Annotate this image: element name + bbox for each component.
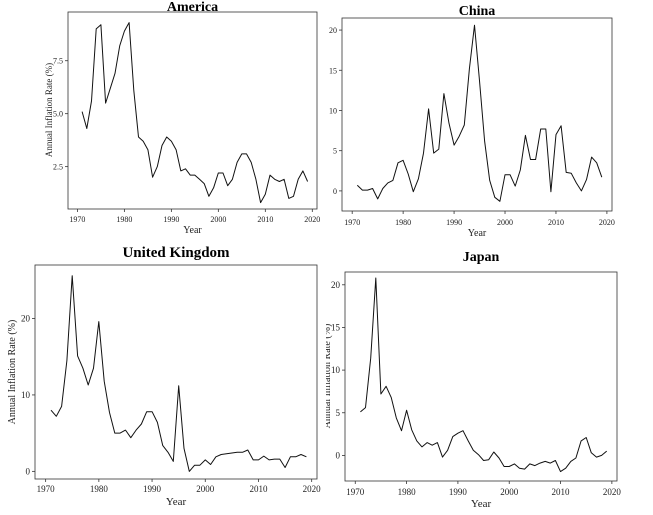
chart-china: 19701980199020002010202005101520YearAnnu…	[329, 17, 615, 239]
chart-title: America	[166, 0, 219, 15]
x-tick-label: 2020	[599, 218, 615, 227]
y-tick-label: 5	[336, 408, 341, 418]
y-tick-label: 20	[329, 26, 337, 35]
y-tick-label: 15	[331, 322, 341, 332]
x-tick-label: 2000	[497, 218, 513, 227]
x-tick-label: 2000	[210, 215, 226, 224]
chart-japan: 1970 1980 1990 2000 2010 2020 0 5 10 15 20 Year Annu…	[326, 271, 622, 510]
x-tick-label: 1990	[163, 215, 179, 224]
chart-panel-united-kingdom: United Kingdom 1970 1980 1990 2000 2010 2020 0…	[0, 245, 326, 515]
x-tick-label: 2000	[196, 484, 215, 494]
y-tick-label: 0	[26, 466, 31, 476]
x-tick-label: 2020	[304, 215, 320, 224]
y-axis-label: Annual Inflation Rate (%)	[326, 324, 333, 429]
y-tick-label: 20	[331, 280, 341, 290]
x-axis-label: Year	[471, 498, 492, 510]
y-tick-label: 0	[333, 187, 337, 196]
x-tick-label: 2000	[500, 487, 519, 497]
x-tick-label: 1990	[446, 218, 462, 227]
y-tick-label: 10	[331, 365, 341, 375]
plot-border	[67, 11, 318, 210]
x-tick-label: 1990	[449, 487, 468, 497]
y-tick-label: 20	[21, 314, 31, 324]
chart-panel-japan: Japan 1970 1980 1990 2000 2010 2020 0 5 10 15 20 Ye…	[326, 250, 653, 515]
chart-title: United Kingdom	[122, 245, 230, 261]
plot-border	[34, 264, 318, 480]
x-tick-label: 1970	[344, 218, 360, 227]
x-tick-label: 1990	[143, 484, 162, 494]
y-axis-label: Annual Inflation Rate (%)	[7, 320, 18, 425]
x-tick-label: 2020	[303, 484, 322, 494]
plot-border	[344, 271, 618, 482]
series-line	[360, 277, 608, 473]
x-tick-label: 2010	[552, 487, 571, 497]
chart-title: China	[458, 4, 496, 19]
chart-america: 1970 1980 1990 2000 2010 2020 2.5 5.0 7.5 Year Ann…	[44, 11, 320, 236]
x-tick-label: 2020	[603, 487, 622, 497]
y-tick-label: 0	[336, 450, 341, 460]
x-tick-label: 1980	[116, 215, 132, 224]
x-tick-label: 1970	[69, 215, 85, 224]
chart-panel-america: America 1970 1980 1990 2000 2010 2020 2.5 5.0 7.…	[0, 0, 326, 257]
x-tick-label: 2010	[548, 218, 564, 227]
chart-title: Japan	[462, 250, 500, 265]
y-tick-label: 15	[329, 66, 337, 75]
chart-united-kingdom: 1970 1980 1990 2000 2010 2020 0 10 20 Year Annual …	[7, 264, 322, 508]
chart-panel-china: China 1970 1980 1990 2000 2010 2020 0 5 10 15 20 Ye…	[326, 0, 653, 257]
plot-border	[341, 17, 613, 212]
y-tick-label: 2.5	[53, 163, 63, 172]
y-tick-label: 10	[21, 390, 31, 400]
x-tick-label: 1980	[395, 218, 411, 227]
x-tick-label: 2010	[249, 484, 268, 494]
x-axis-label: Year	[468, 228, 487, 239]
series-line	[356, 24, 603, 202]
y-tick-label: 5.0	[53, 110, 63, 119]
y-axis-label: Annual Inflation Rate (%)	[44, 63, 54, 157]
y-tick-label: 7.5	[53, 57, 63, 66]
x-axis-label: Year	[166, 496, 187, 508]
series-line	[50, 275, 307, 472]
y-tick-label: 5	[333, 147, 337, 156]
x-tick-label: 1970	[37, 484, 56, 494]
x-tick-label: 1970	[346, 487, 365, 497]
y-tick-label: 10	[329, 106, 337, 115]
x-tick-label: 2010	[257, 215, 273, 224]
x-axis-label: Year	[183, 225, 202, 236]
x-tick-label: 1980	[90, 484, 109, 494]
series-line	[81, 22, 309, 204]
x-tick-label: 1980	[398, 487, 417, 497]
